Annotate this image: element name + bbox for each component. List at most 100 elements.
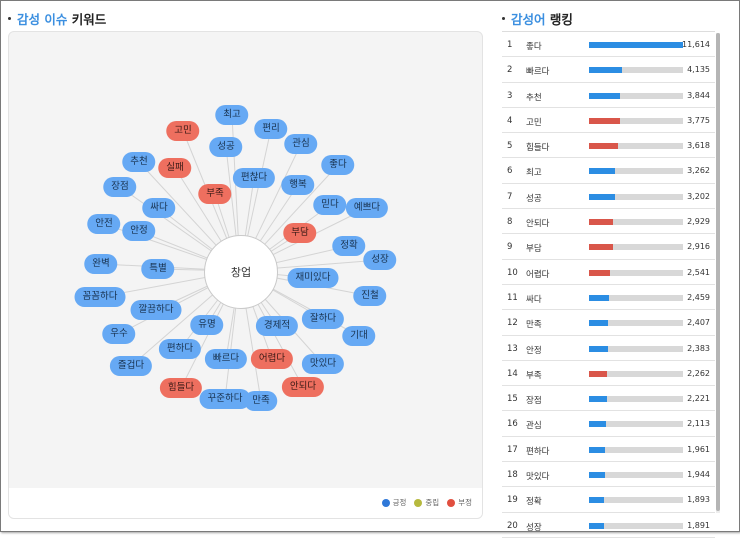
keyword-network-graph[interactable]: 창업 최고 고민 편리 성공 관심 추천 실패 편찮다 좋다 장점 부족 행복 싸다 믿다 예쁘다 안전 안정 부… [8, 31, 483, 519]
rank-keyword: 부족 [526, 370, 542, 381]
ranking-row[interactable]: 11 싸다 2,459 [502, 285, 715, 311]
network-center-node[interactable]: 창업 [204, 235, 278, 309]
title-accent: 감성 이슈 [17, 12, 68, 27]
keyword-node-pos[interactable]: 믿다 [313, 195, 347, 215]
keyword-node-neg[interactable]: 부족 [198, 184, 232, 204]
rank-count: 2,929 [687, 217, 710, 227]
rank-bar-track [589, 421, 683, 428]
rank-number: 6 [507, 166, 513, 177]
keyword-node-pos[interactable]: 정확 [332, 236, 366, 256]
rank-bar-track [589, 345, 683, 352]
keyword-node-pos[interactable]: 안전 [87, 214, 121, 234]
ranking-row[interactable]: 20 성장 1,891 [502, 513, 715, 538]
rank-keyword: 고민 [526, 117, 542, 128]
keyword-node-pos[interactable]: 재미있다 [287, 268, 339, 288]
keyword-node-pos[interactable]: 기대 [342, 326, 376, 346]
keyword-node-pos[interactable]: 편찮다 [232, 168, 276, 188]
rank-bar-track [589, 396, 683, 403]
rank-bar-fill [589, 294, 609, 301]
rank-keyword: 어렵다 [526, 269, 550, 280]
ranking-row[interactable]: 9 부담 2,916 [502, 234, 715, 260]
keyword-node-pos[interactable]: 추천 [122, 152, 156, 172]
bullet-icon [502, 17, 505, 20]
rank-bar-fill [589, 168, 616, 175]
ranking-row[interactable]: 2 빠르다 4,135 [502, 57, 715, 83]
rank-bar-fill [589, 219, 613, 226]
keyword-node-pos[interactable]: 잘하다 [301, 309, 345, 329]
keyword-node-pos[interactable]: 꾸준하다 [199, 389, 251, 409]
ranking-row[interactable]: 3 추천 3,844 [502, 83, 715, 108]
ranking-row[interactable]: 19 정확 1,893 [502, 487, 715, 513]
rank-bar-fill [589, 143, 619, 150]
keyword-node-pos[interactable]: 장점 [103, 177, 137, 197]
keyword-node-pos[interactable]: 특별 [141, 259, 175, 279]
keyword-node-pos[interactable]: 예쁘다 [345, 198, 389, 218]
ranking-row[interactable]: 15 장점 2,221 [502, 386, 715, 412]
keyword-node-neg[interactable]: 안되다 [281, 377, 325, 397]
keyword-node-pos[interactable]: 관심 [284, 134, 318, 154]
scrollbar-thumb[interactable] [716, 33, 720, 511]
rank-bar-track [589, 168, 683, 175]
keyword-node-pos[interactable]: 성장 [363, 250, 397, 270]
keyword-node-neg[interactable]: 어렵다 [250, 349, 294, 369]
keyword-node-pos[interactable]: 싸다 [142, 198, 176, 218]
rank-bar-fill [589, 244, 613, 251]
rank-keyword: 빠르다 [526, 67, 550, 78]
ranking-row[interactable]: 18 맛있다 1,944 [502, 462, 715, 488]
rank-bar-track [589, 294, 683, 301]
keyword-node-pos[interactable]: 완벽 [84, 254, 118, 274]
rank-number: 8 [507, 217, 513, 228]
ranking-row[interactable]: 1 좋다 11,614 [502, 32, 715, 58]
keyword-node-neg[interactable]: 실패 [158, 158, 192, 178]
keyword-node-pos[interactable]: 안정 [122, 221, 156, 241]
keyword-node-pos[interactable]: 행복 [281, 175, 315, 195]
ranking-row[interactable]: 5 힘들다 3,618 [502, 133, 715, 159]
legend-item[interactable]: 긍정 [381, 497, 406, 508]
ranking-row[interactable]: 13 안정 2,383 [502, 336, 715, 361]
rank-bar-fill [589, 67, 623, 74]
keyword-node-pos[interactable]: 빠르다 [204, 349, 248, 369]
legend-item[interactable]: 중립 [414, 497, 439, 508]
keyword-node-pos[interactable]: 깔끔하다 [130, 300, 182, 320]
keyword-node-pos[interactable]: 성공 [209, 137, 243, 157]
keyword-node-neg[interactable]: 힘들다 [159, 378, 203, 398]
rank-bar-fill [589, 497, 605, 504]
rank-keyword: 최고 [526, 168, 542, 179]
keyword-node-neg[interactable]: 고민 [166, 121, 200, 141]
keyword-node-neg[interactable]: 부담 [283, 223, 317, 243]
keyword-node-pos[interactable]: 만족 [244, 391, 278, 411]
ranking-row[interactable]: 7 성공 3,202 [502, 184, 715, 210]
sentiment-legend: 긍정 중립 부정 [381, 497, 472, 508]
ranking-row[interactable]: 10 어렵다 2,541 [502, 260, 715, 285]
legend-item[interactable]: 부정 [447, 497, 472, 508]
ranking-row[interactable]: 8 안되다 2,929 [502, 209, 715, 235]
keyword-node-pos[interactable]: 우수 [102, 324, 136, 344]
keyword-node-pos[interactable]: 진철 [353, 286, 387, 306]
rank-number: 17 [507, 444, 518, 455]
keyword-node-pos[interactable]: 편리 [254, 119, 288, 139]
rank-bar-track [589, 143, 683, 150]
rank-bar-track [589, 497, 683, 504]
ranking-row[interactable]: 17 편하다 1,961 [502, 437, 715, 463]
ranking-row[interactable]: 14 부족 2,262 [502, 361, 715, 387]
keyword-node-pos[interactable]: 경제적 [255, 316, 299, 336]
legend-dot-icon [414, 498, 423, 507]
rank-count: 3,844 [687, 90, 710, 100]
keyword-node-pos[interactable]: 최고 [215, 105, 249, 125]
keyword-node-pos[interactable]: 즐겁다 [109, 356, 153, 376]
keyword-node-pos[interactable]: 좋다 [321, 155, 355, 175]
bullet-icon [8, 17, 11, 20]
ranking-row[interactable]: 6 최고 3,262 [502, 158, 715, 184]
rank-bar-track [589, 269, 683, 276]
keyword-node-pos[interactable]: 유명 [190, 315, 224, 335]
keyword-node-pos[interactable]: 편하다 [158, 339, 202, 359]
ranking-scrollbar[interactable] [716, 33, 720, 513]
keyword-node-pos[interactable]: 맛있다 [301, 354, 345, 374]
keyword-node-pos[interactable]: 꼼꼼하다 [74, 287, 126, 307]
ranking-row[interactable]: 12 만족 2,407 [502, 310, 715, 336]
ranking-row[interactable]: 4 고민 3,775 [502, 108, 715, 134]
legend-area [9, 488, 482, 518]
title-text: 랭킹 [549, 12, 573, 27]
ranking-row[interactable]: 16 관심 2,113 [502, 411, 715, 437]
rank-number: 1 [507, 40, 513, 50]
